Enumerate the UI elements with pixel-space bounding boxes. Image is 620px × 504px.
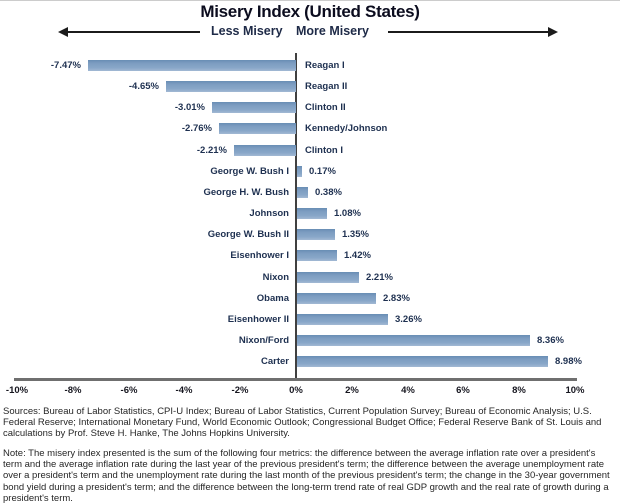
bar-category-label: Carter [261, 356, 289, 367]
chart-title: Misery Index (United States) [200, 2, 420, 21]
less-misery-label: Less Misery [211, 24, 283, 38]
bar [297, 272, 359, 283]
bar-category-label: Clinton I [305, 145, 343, 156]
bar-category-label: Eisenhower I [230, 250, 289, 261]
bar-category-label: Nixon/Ford [238, 335, 289, 346]
x-tick-label: -4% [175, 385, 193, 396]
bar [212, 102, 296, 113]
x-tick-label: 4% [401, 385, 415, 396]
bar-category-label: George W. Bush II [207, 229, 289, 240]
bar-category-label: Obama [256, 293, 289, 304]
right-arrow-icon [548, 27, 558, 37]
bar-value-label: 1.08% [334, 208, 361, 219]
bar [297, 187, 308, 198]
note-text: Note: The misery index presented is the … [3, 448, 610, 504]
bar-category-label: Kennedy/Johnson [305, 123, 388, 134]
bar-category-label: Clinton II [305, 102, 346, 113]
left-arrow-line-icon [68, 31, 200, 33]
left-arrow-icon [58, 27, 68, 37]
bar-value-label: -4.65% [128, 81, 159, 92]
bar-value-label: -2.76% [181, 123, 212, 134]
bar [234, 145, 296, 156]
x-tick-label: -2% [231, 385, 249, 396]
bar [297, 166, 302, 177]
bar [297, 314, 388, 325]
bar [219, 123, 296, 134]
bar-value-label: 8.98% [555, 356, 582, 367]
more-misery-label: More Misery [296, 24, 369, 38]
x-tick-label: 2% [345, 385, 359, 396]
zero-axis-line [295, 53, 297, 378]
bar-category-label: George W. Bush I [210, 166, 289, 177]
bar-category-label: Eisenhower II [227, 314, 289, 325]
x-tick-label: -8% [64, 385, 82, 396]
bar-category-label: Nixon [262, 272, 289, 283]
bar-value-label: -2.21% [196, 145, 227, 156]
x-tick-label: 8% [512, 385, 526, 396]
sources-text: Sources: Bureau of Labor Statistics, CPI… [3, 406, 602, 440]
right-arrow-line-icon [388, 31, 548, 33]
x-tick-label: 0% [289, 385, 303, 396]
bar-category-label: Johnson [249, 208, 289, 219]
x-tick-label: 10% [565, 385, 585, 396]
bar-value-label: -3.01% [174, 102, 205, 113]
bar [88, 60, 296, 71]
bar-category-label: Reagan II [305, 81, 348, 92]
bar [166, 81, 296, 92]
x-tick-label: 6% [456, 385, 470, 396]
bar-value-label: 1.42% [344, 250, 371, 261]
bar-value-label: 0.17% [309, 166, 336, 177]
x-tick-label: -10% [5, 385, 29, 396]
bar-category-label: Reagan I [305, 60, 345, 71]
bar-value-label: 0.38% [315, 187, 342, 198]
bar-value-label: 3.26% [395, 314, 422, 325]
bar-category-label: George H. W. Bush [203, 187, 289, 198]
x-axis-line [14, 378, 577, 381]
bar [297, 208, 327, 219]
x-tick-label: -6% [120, 385, 138, 396]
bar [297, 293, 376, 304]
bar [297, 335, 530, 346]
bar-value-label: 1.35% [342, 229, 369, 240]
bar-value-label: -7.47% [50, 60, 81, 71]
bar [297, 250, 337, 261]
bar-value-label: 8.36% [537, 335, 564, 346]
bar [297, 229, 335, 240]
bar-value-label: 2.83% [383, 293, 410, 304]
bar [297, 356, 548, 367]
bar-value-label: 2.21% [366, 272, 393, 283]
